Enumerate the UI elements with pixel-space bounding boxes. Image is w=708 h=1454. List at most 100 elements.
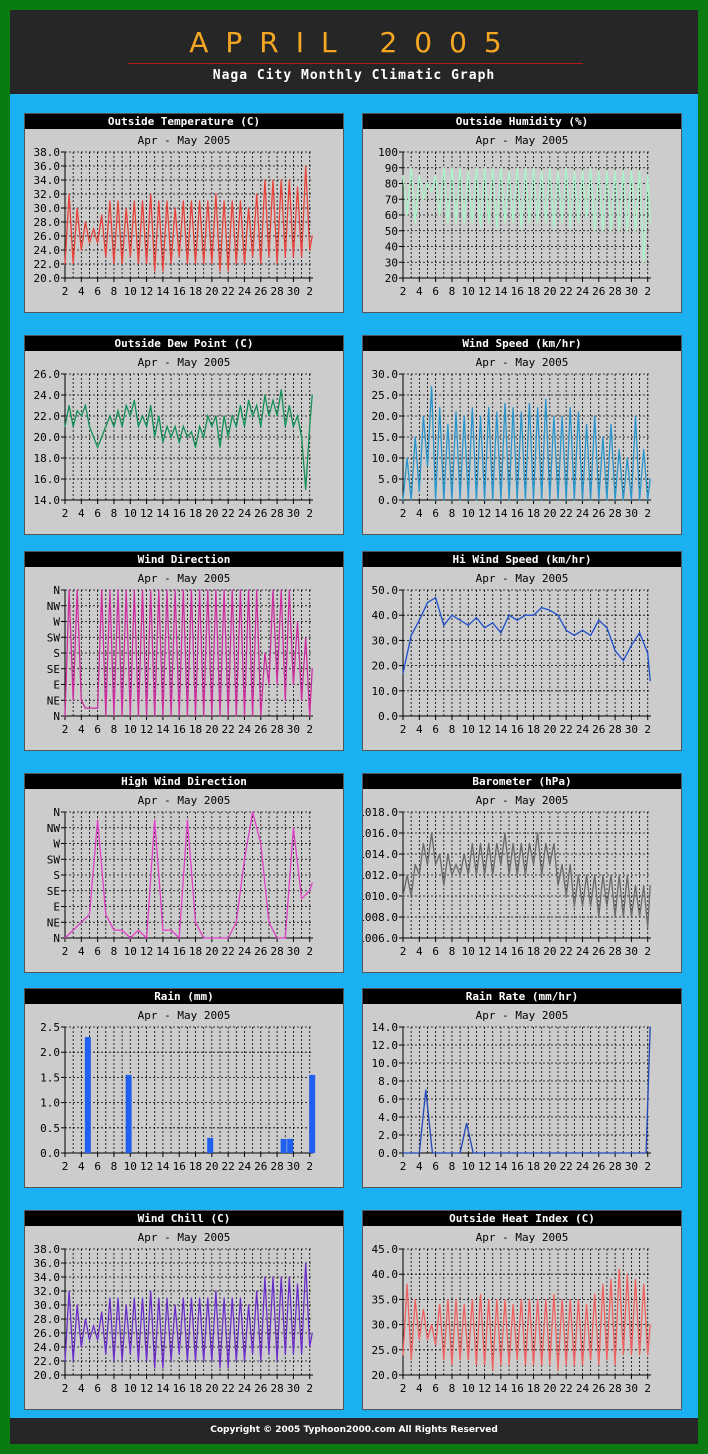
- chart-title: Barometer (hPa): [363, 774, 681, 789]
- data-point: [585, 217, 588, 219]
- data-point: [252, 1353, 254, 1355]
- x-tick-label: 28: [270, 507, 283, 520]
- data-point: [72, 425, 74, 428]
- data-point: [422, 415, 424, 417]
- y-tick-label: 2.5: [40, 1021, 60, 1034]
- x-tick-label: 24: [576, 507, 590, 520]
- data-point: [309, 890, 311, 892]
- data-point: [614, 1152, 616, 1154]
- data-point: [137, 425, 140, 428]
- data-point: [512, 842, 514, 845]
- data-point: [598, 619, 600, 621]
- data-point: [406, 457, 408, 459]
- data-point: [549, 499, 551, 501]
- data-point: [590, 905, 592, 908]
- x-tick-label: 8: [111, 285, 118, 298]
- data-point: [215, 589, 217, 591]
- bar-0: [84, 1037, 91, 1153]
- x-tick-label: 26: [592, 945, 605, 958]
- y-tick-label: E: [53, 679, 60, 692]
- data-point: [178, 1353, 180, 1355]
- data-point: [105, 715, 107, 717]
- x-tick-label: 2: [400, 945, 407, 958]
- data-point: [243, 858, 246, 860]
- data-point: [276, 1360, 278, 1362]
- y-tick-label: 1016.0: [363, 827, 398, 840]
- data-point: [247, 399, 250, 401]
- data-point: [207, 589, 209, 591]
- x-tick-label: 2: [62, 285, 69, 298]
- x-tick-label: 2: [400, 285, 407, 298]
- data-point: [443, 624, 445, 626]
- data-point: [532, 499, 535, 501]
- data-point: [496, 411, 498, 413]
- chart-title: Wind Speed (km/hr): [363, 336, 681, 351]
- y-tick-label: 1.5: [40, 1071, 60, 1084]
- data-point: [594, 230, 596, 232]
- data-point: [426, 182, 429, 185]
- x-tick-label: 18: [527, 723, 540, 736]
- data-point: [508, 499, 510, 501]
- y-tick-label: 36.0: [34, 1257, 61, 1270]
- data-point: [125, 1304, 127, 1306]
- data-point: [492, 1369, 494, 1371]
- x-tick-label: 18: [527, 507, 540, 520]
- x-tick-label: 4: [416, 1160, 423, 1173]
- x-tick-label: 24: [576, 1160, 590, 1173]
- data-point: [426, 863, 429, 866]
- data-point: [227, 270, 229, 272]
- data-point: [577, 1298, 579, 1300]
- series-line: [64, 389, 313, 490]
- x-tick-label: 12: [140, 945, 153, 958]
- data-point: [435, 596, 437, 599]
- data-point: [492, 622, 494, 624]
- data-point: [463, 1303, 465, 1306]
- x-tick-label: 16: [511, 285, 524, 298]
- data-point: [137, 715, 140, 717]
- data-point: [577, 411, 579, 413]
- y-tick-label: SW: [47, 853, 61, 866]
- data-point: [219, 270, 221, 272]
- y-tick-label: 14.0: [372, 1021, 399, 1034]
- data-point: [68, 1290, 70, 1292]
- x-tick-label: 24: [576, 1382, 590, 1395]
- data-point: [643, 261, 645, 263]
- data-point: [573, 905, 575, 908]
- data-point: [602, 874, 604, 876]
- x-tick-label: 26: [592, 507, 605, 520]
- x-tick-label: 2: [400, 723, 407, 736]
- data-point: [150, 193, 152, 195]
- data-point: [418, 1152, 420, 1154]
- data-point: [475, 617, 478, 619]
- x-tick-label: 4: [78, 285, 85, 298]
- data-point: [516, 1152, 518, 1154]
- data-point: [425, 1089, 427, 1091]
- data-point: [557, 499, 559, 501]
- chart-panel-wind-direction: Wind Direction Apr - May 2005 N NE E SE S SW W NW…: [24, 551, 344, 751]
- x-tick-label: 20: [205, 723, 218, 736]
- x-tick-label: 12: [140, 723, 153, 736]
- data-point: [211, 1360, 213, 1362]
- data-point: [199, 425, 201, 428]
- data-point: [431, 1152, 433, 1154]
- data-point: [561, 415, 563, 417]
- plot-area: [65, 1027, 313, 1153]
- data-point: [634, 884, 637, 887]
- y-tick-label: 1008.0: [363, 911, 398, 924]
- x-tick-label: 4: [78, 945, 85, 958]
- x-tick-label: 30: [625, 945, 638, 958]
- bar-4: [287, 1138, 294, 1153]
- x-tick-label: 18: [189, 285, 202, 298]
- x-tick-label: 30: [287, 945, 300, 958]
- data-point: [451, 1364, 453, 1366]
- data-point: [264, 394, 266, 396]
- data-point: [137, 929, 140, 931]
- data-point: [182, 589, 184, 591]
- data-point: [235, 425, 237, 428]
- data-point: [311, 882, 313, 884]
- y-tick-label: 30: [385, 256, 398, 269]
- data-point: [459, 499, 461, 501]
- x-tick-label: 20: [205, 285, 218, 298]
- data-point: [512, 222, 514, 224]
